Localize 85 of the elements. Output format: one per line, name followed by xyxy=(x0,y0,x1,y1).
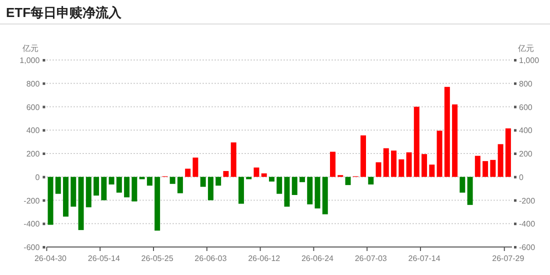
bar xyxy=(146,176,152,186)
bar xyxy=(48,176,54,225)
bar xyxy=(376,162,382,177)
bar xyxy=(299,176,305,182)
y-tick-label: 200 xyxy=(26,150,40,158)
y2-tick-label: 0 xyxy=(519,172,524,182)
bar xyxy=(78,176,84,230)
bar xyxy=(330,152,336,177)
bar xyxy=(116,176,122,193)
chart-title: ETF每日申赎净流入 xyxy=(6,5,123,20)
x-tick-label: 26-07-14 xyxy=(408,254,441,263)
bar xyxy=(177,176,183,194)
y-tick-label: 400 xyxy=(26,126,40,136)
bar xyxy=(414,106,420,177)
bar xyxy=(360,135,366,177)
bar xyxy=(429,164,435,177)
bar xyxy=(192,158,198,177)
bar xyxy=(436,130,442,177)
y2-tick-label: 200 xyxy=(519,150,533,158)
y2-tick-label: -400 xyxy=(519,220,536,229)
y-tick-label: -200 xyxy=(24,196,40,206)
y2-tick-label: 600 xyxy=(519,102,533,112)
x-tick-label: 26-06-03 xyxy=(194,254,228,263)
bar xyxy=(170,176,176,184)
bar xyxy=(216,176,222,186)
x-tick-label: 26-04-30 xyxy=(34,254,68,263)
bar xyxy=(490,160,496,177)
bar xyxy=(154,176,160,231)
y-tick-label: 600 xyxy=(26,102,40,112)
bar xyxy=(422,154,428,177)
bar xyxy=(505,128,511,177)
bar xyxy=(254,168,260,177)
bar xyxy=(63,176,69,217)
bar xyxy=(55,176,61,194)
bar xyxy=(132,176,138,202)
x-tick-label: 26-07-03 xyxy=(354,254,388,263)
y2-tick-label: -600 xyxy=(519,243,536,252)
bar xyxy=(94,176,100,196)
bar xyxy=(383,148,389,177)
bar xyxy=(474,156,480,177)
y2-axis-title: 亿元 xyxy=(517,44,534,53)
y-axis-title: 亿元 xyxy=(22,44,39,53)
bar xyxy=(452,104,458,177)
bar xyxy=(284,176,290,207)
y2-tick-label: -200 xyxy=(519,196,536,206)
x-tick-label: 26-06-12 xyxy=(248,254,281,263)
y2-tick-label: 400 xyxy=(519,126,533,136)
y-tick-label: -400 xyxy=(24,220,40,229)
bar xyxy=(268,176,274,182)
y-tick-label: 1,000 xyxy=(20,56,40,65)
bar xyxy=(467,176,473,205)
bar xyxy=(292,176,298,195)
x-tick-label: 26-07-29 xyxy=(492,254,525,263)
bar xyxy=(460,176,466,193)
bar xyxy=(498,144,504,177)
bar xyxy=(223,171,229,177)
bar xyxy=(368,176,374,184)
y-tick-label: -600 xyxy=(24,243,40,252)
x-tick-label: 26-05-14 xyxy=(88,254,120,263)
bar xyxy=(108,176,114,184)
bar xyxy=(185,168,191,177)
x-tick-label: 26-06-24 xyxy=(301,254,334,263)
bar xyxy=(398,159,404,177)
bar xyxy=(314,176,320,208)
bar xyxy=(124,176,130,198)
bar xyxy=(482,161,488,177)
bar xyxy=(406,152,412,177)
y-tick-label: 0 xyxy=(35,172,40,182)
bar xyxy=(208,176,214,200)
bar xyxy=(230,142,236,177)
bar xyxy=(86,176,92,208)
bar xyxy=(307,176,313,204)
bar xyxy=(276,176,282,194)
bar xyxy=(444,86,450,177)
y-tick-label: 800 xyxy=(26,79,40,88)
bar xyxy=(391,150,397,177)
x-tick-label: 26-05-25 xyxy=(141,254,174,263)
bar xyxy=(322,176,328,214)
y2-tick-label: 1,000 xyxy=(519,56,540,65)
bar xyxy=(261,173,267,177)
bar xyxy=(70,176,76,207)
y2-tick-label: 800 xyxy=(519,79,533,88)
bar xyxy=(200,176,206,187)
bar xyxy=(238,176,244,204)
bar xyxy=(101,176,107,200)
